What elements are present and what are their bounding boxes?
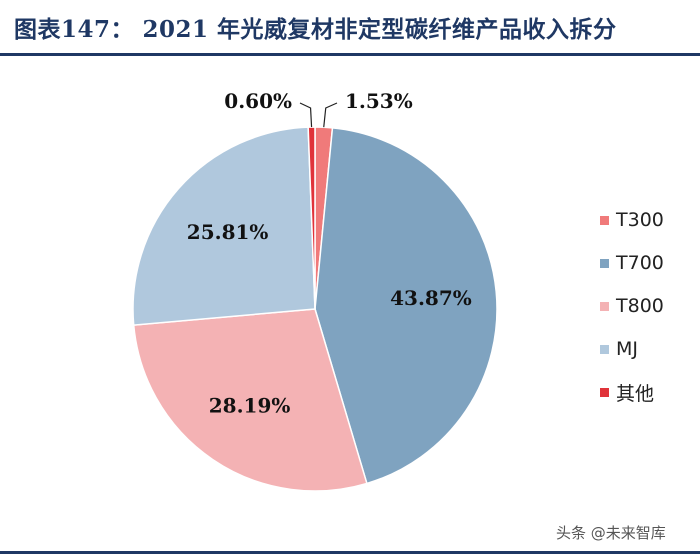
- legend-swatch: [600, 387, 609, 397]
- data-label-other: 0.60%: [224, 89, 292, 113]
- leader-line-t300: [323, 102, 338, 128]
- legend-swatch: [600, 301, 609, 311]
- data-label-t300: 1.53%: [345, 89, 413, 113]
- chart-title: 图表147： 2021 年光威复材非定型碳纤维产品收入拆分: [14, 16, 617, 43]
- watermark: 头条 @未来智库: [556, 524, 666, 542]
- legend-swatch: [600, 344, 609, 354]
- legend-label: T300: [616, 209, 664, 231]
- legend-swatch: [600, 215, 609, 225]
- pie-slice-t700: [314, 127, 498, 485]
- legend-label: 其他: [616, 382, 655, 405]
- legend-item-mj: MJ: [600, 338, 696, 360]
- pie-slice-t800: [132, 308, 368, 492]
- legend-label: T800: [616, 295, 664, 317]
- legend-label: T700: [616, 252, 664, 274]
- pie-slice-mj: [132, 126, 316, 326]
- legend: T300 T700 T800 MJ 其他: [600, 209, 696, 425]
- legend-label: MJ: [616, 338, 638, 360]
- data-label-mj: 25.81%: [187, 220, 269, 244]
- legend-item-t300: T300: [600, 209, 696, 231]
- bottom-rule: [0, 551, 700, 554]
- legend-item-t700: T700: [600, 252, 696, 274]
- legend-swatch: [600, 258, 609, 268]
- data-label-t800: 28.19%: [209, 393, 291, 417]
- leader-line-other: [299, 102, 313, 128]
- data-label-t700: 43.87%: [390, 286, 472, 310]
- legend-item-other: 其他: [600, 382, 696, 405]
- legend-item-t800: T800: [600, 295, 696, 317]
- top-rule: [0, 53, 700, 56]
